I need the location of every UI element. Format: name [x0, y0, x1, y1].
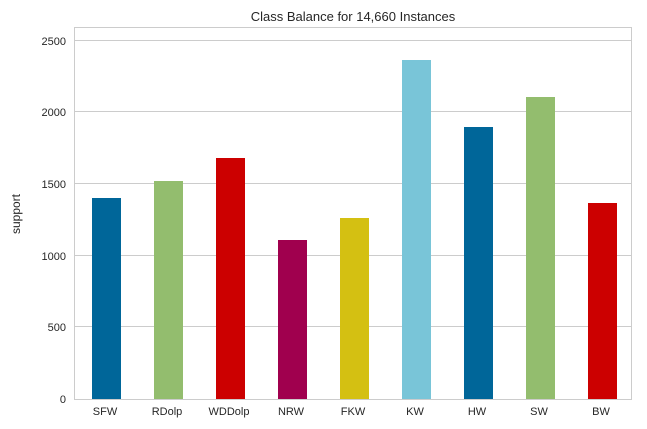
y-tick-label: 1000: [41, 250, 66, 263]
bar-sfw: [91, 198, 121, 399]
gridline: [75, 111, 631, 113]
y-tick-label: 0: [59, 394, 66, 406]
gridline: [75, 39, 631, 41]
x-tick-label: NRW: [277, 406, 305, 418]
y-axis-label: support: [9, 193, 23, 235]
y-tick-label: 2500: [41, 35, 66, 48]
x-tick-label: KW: [406, 406, 424, 418]
bar-bw: [587, 202, 617, 399]
x-tick-label: RDolp: [151, 406, 183, 418]
bar-rdolp: [153, 181, 183, 399]
x-tick-label: HW: [467, 406, 487, 418]
y-tick-label: 1500: [41, 178, 66, 191]
y-tick-label: 2000: [41, 107, 66, 120]
bar-nrw: [277, 239, 307, 399]
bar-kw: [401, 60, 431, 399]
x-tick-label: BW: [592, 406, 610, 418]
bar-sw: [525, 97, 555, 399]
x-tick-label: SW: [530, 406, 548, 418]
bar-hw: [463, 126, 493, 399]
bar-wddolp: [215, 158, 245, 399]
y-tick-label: 500: [47, 322, 66, 335]
gridline: [75, 182, 631, 184]
x-tick-label: SFW: [92, 406, 118, 418]
chart-title: Class Balance for 14,660 Instances: [250, 9, 456, 24]
bar-fkw: [339, 218, 369, 399]
x-tick-label: WDDolp: [208, 406, 250, 418]
plot-area: [74, 27, 632, 400]
x-tick-label: FKW: [340, 406, 366, 418]
